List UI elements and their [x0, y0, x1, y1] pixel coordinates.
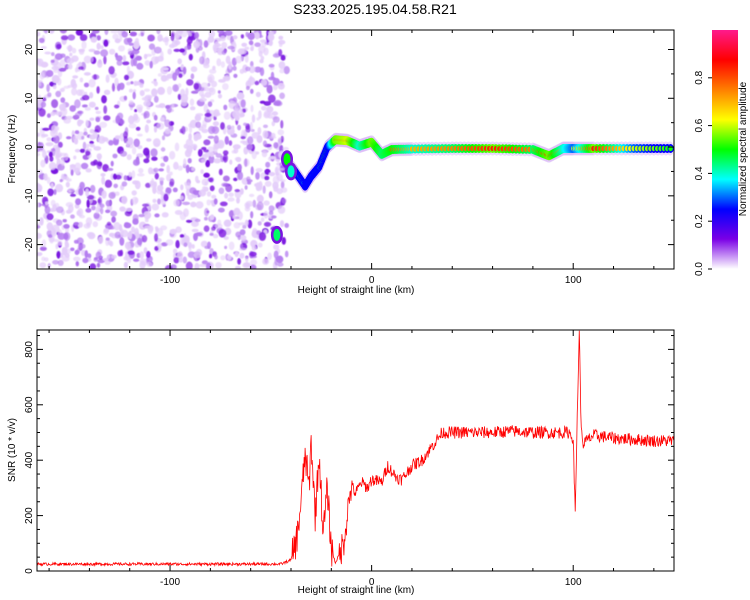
colorbar-tick-label: 0.4: [694, 166, 705, 180]
snr-y-axis-label: SNR (10 * v/v): [7, 418, 18, 482]
snr-x-ticks: -100 0 100: [48, 330, 655, 588]
spectrogram-plot-area: [37, 30, 674, 269]
spectrogram-y-tick-label: -10: [24, 188, 35, 203]
snr-x-tick-label: 0: [369, 577, 375, 588]
spectrogram-y-axis-label: Frequency (Hz): [7, 115, 18, 184]
colorbar-tick-label: 0.6: [694, 118, 705, 132]
spectrogram-x-tick-label: -100: [160, 275, 180, 286]
snr-y-tick-label: 600: [24, 396, 35, 413]
colorbar-tick-label: 0.8: [694, 70, 705, 84]
spectrogram-y-tick-label: 20: [24, 44, 35, 56]
spectrogram-x-ticks: -100 0 100: [48, 30, 655, 286]
spectrogram-x-tick-label: 100: [565, 275, 582, 286]
snr-plot-area: [37, 330, 674, 567]
spectrogram-noise-texture: [37, 30, 290, 269]
spectrogram-ridge: [283, 135, 674, 191]
colorbar-ticks: 0.0 0.2 0.4 0.6 0.8: [694, 70, 712, 276]
snr-series-line: [37, 330, 674, 567]
figure-title: S233.2025.195.04.58.R21: [293, 1, 457, 17]
colorbar-tick-label: 0.2: [694, 214, 705, 228]
snr-x-tick-label: -100: [160, 577, 180, 588]
spectrogram-frame: [36, 29, 675, 270]
snr-y-tick-label: 0: [24, 568, 35, 574]
snr-x-tick-label: 100: [565, 577, 582, 588]
snr-x-axis-label: Height of straight line (km): [298, 585, 415, 596]
spectrogram-y-tick-label: -20: [24, 237, 35, 252]
spectrogram-spots: [270, 150, 297, 244]
snr-y-tick-label: 400: [24, 451, 35, 468]
colorbar: 0.0 0.2 0.4 0.6 0.8 Normalized spectral ampl…: [694, 30, 749, 276]
snr-y-tick-label: 200: [24, 507, 35, 524]
spectrogram-y-tick-label: 0: [24, 144, 35, 150]
snr-y-ticks: 0 200 400 600 800: [24, 335, 674, 574]
spectrogram-y-ticks: -20 -10 0 10 20: [24, 44, 674, 270]
snr-y-tick-label: 800: [24, 341, 35, 358]
spectrogram-x-tick-label: 0: [369, 275, 375, 286]
spectrogram-x-axis-label: Height of straight line (km): [298, 285, 415, 296]
colorbar-label: Normalized spectral amplitude: [738, 81, 749, 216]
snr-panel: -100 0 100 0 200 400 600 800 Height of straigh…: [7, 329, 675, 596]
spectrogram-y-tick-label: 10: [24, 92, 35, 104]
snr-frame: [36, 329, 675, 572]
colorbar-tick-label: 0.0: [694, 262, 705, 276]
colorbar-gradient: [712, 30, 738, 269]
